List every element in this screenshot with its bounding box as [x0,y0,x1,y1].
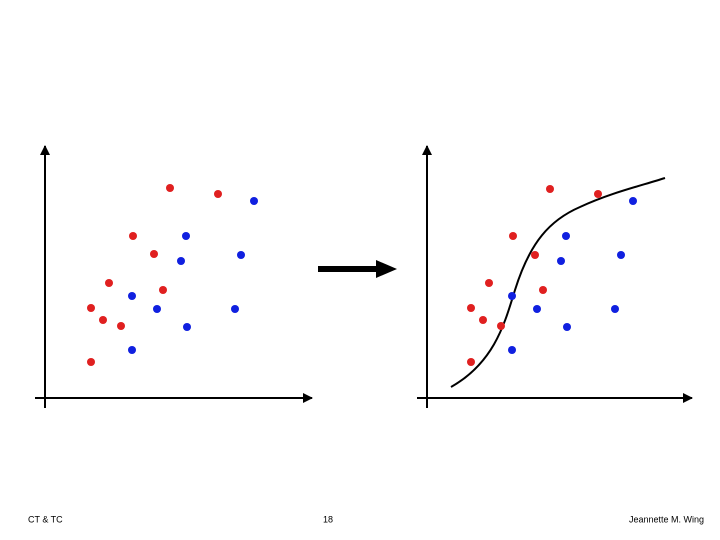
footer-left: CT & TC [28,514,63,524]
point [533,305,541,313]
point [183,323,191,331]
point [557,257,565,265]
blue-points [508,197,637,354]
point [531,251,539,259]
point [509,232,517,240]
right-plot [417,145,693,408]
point [159,286,167,294]
point [231,305,239,313]
point [87,358,95,366]
footer-right: Jeannette M. Wing [629,514,704,524]
point [153,305,161,313]
point [182,232,190,240]
point [562,232,570,240]
point [546,185,554,193]
point [105,279,113,287]
point [508,346,516,354]
arrow-shaft [318,266,378,272]
red-points [467,185,602,366]
point [467,358,475,366]
point [563,323,571,331]
point [128,292,136,300]
point [250,197,258,205]
left-plot [35,145,313,408]
point [617,251,625,259]
red-points [87,184,222,366]
page-number: 18 [323,514,333,524]
transition-arrow [318,260,397,278]
point [99,316,107,324]
point [497,322,505,330]
point [166,184,174,192]
point [508,292,516,300]
decision-curve [450,177,666,388]
point [611,305,619,313]
point [467,304,475,312]
point [539,286,547,294]
point [594,190,602,198]
point [237,251,245,259]
point [87,304,95,312]
point [629,197,637,205]
point [479,316,487,324]
point [177,257,185,265]
point [485,279,493,287]
arrow-head [376,260,397,278]
blue-points [128,197,258,354]
point [117,322,125,330]
point [150,250,158,258]
point [214,190,222,198]
point [128,346,136,354]
point [129,232,137,240]
